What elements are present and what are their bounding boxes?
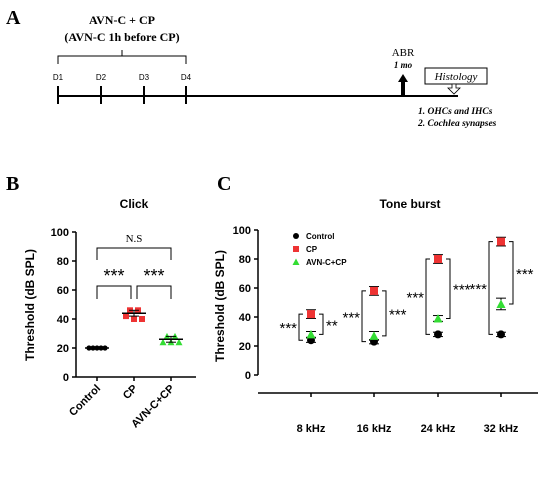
panel-b: B Click Threshold (dB SPL) 0 20 40 60 80 100 C… <box>6 173 196 431</box>
click-data-point-cp <box>139 316 145 322</box>
tone-significance-label-right: ** <box>326 317 338 334</box>
click-data-point-cp <box>131 316 137 322</box>
panel-c-letter: C <box>217 173 231 195</box>
click-data-point-avn <box>175 338 183 346</box>
tone-y-tick-label: 40 <box>239 312 251 324</box>
tone-significance-bracket-left <box>488 241 493 335</box>
abr-time-label: 1 mo <box>394 60 413 70</box>
tone-significance-label-right: *** <box>453 282 471 299</box>
tone-significance-label-right: *** <box>389 306 407 323</box>
tone-significance-bracket-left <box>298 313 303 341</box>
click-data-point-cp <box>123 313 129 320</box>
treatment-timing-label: (AVN-C 1h before CP) <box>64 30 179 44</box>
treatment-label: AVN-C + CP <box>89 13 155 27</box>
tone-y-tick-label: 100 <box>233 225 251 237</box>
panel-b-letter: B <box>6 173 19 195</box>
tone-significance-label-left: *** <box>279 320 297 337</box>
tone-legend-marker-avn <box>292 258 300 265</box>
click-y-tick-label: 0 <box>63 372 69 384</box>
outcome-1: 1. OHCs and IHCs <box>418 107 493 117</box>
tone-significance-label-left: *** <box>469 281 487 298</box>
tone-data-point-cp <box>434 255 442 263</box>
outcome-2: 2. Cochlea synapses <box>417 119 497 129</box>
tone-y-tick-label: 0 <box>245 370 251 382</box>
tone-x-tick-label: 16 kHz <box>357 423 392 435</box>
tone-legend-label: Control <box>306 232 334 241</box>
tone-y-tick-label: 80 <box>239 254 251 266</box>
click-y-tick-label: 100 <box>51 227 69 239</box>
tone-data-point-cp <box>307 310 315 319</box>
click-significance-bracket <box>136 285 172 299</box>
panel-c: C Tone burst Threshold (dB SPL) 0 20 40 60 8… <box>213 173 538 435</box>
tone-legend-marker-cp <box>293 246 299 252</box>
panel-a: A AVN-C + CP (AVN-C 1h before CP) D1 D2 D3… <box>6 7 497 129</box>
tone-x-tick-label: 32 kHz <box>484 423 519 435</box>
click-x-tick-label: CP <box>121 383 140 402</box>
tone-y-axis-label: Threshold (dB SPL) <box>213 250 227 362</box>
click-significance-bracket <box>96 285 132 299</box>
tone-data-point-control <box>434 330 442 339</box>
tone-data-point-avn <box>306 329 316 339</box>
tone-significance-label-left: *** <box>342 309 360 326</box>
tone-significance-bracket-left <box>361 290 366 343</box>
abr-label: ABR <box>392 47 415 59</box>
tone-significance-bracket-left <box>425 258 430 335</box>
click-significance-label: *** <box>143 266 164 286</box>
tone-significance-label-left: *** <box>406 290 424 307</box>
tone-data-point-cp <box>370 286 378 295</box>
day-label: D2 <box>96 73 107 82</box>
click-data-point-avn <box>159 338 167 346</box>
click-y-tick-label: 80 <box>57 256 69 268</box>
click-y-tick-label: 20 <box>57 343 69 355</box>
click-x-tick-label: Control <box>67 383 103 419</box>
tone-x-tick-label: 24 kHz <box>421 423 456 435</box>
tone-data-point-control <box>497 330 505 339</box>
tone-significance-bracket-right <box>446 258 451 319</box>
tone-data-point-avn <box>496 299 506 308</box>
tone-data-point-avn <box>369 331 379 340</box>
tone-legend-label: CP <box>306 245 318 254</box>
panel-a-letter: A <box>6 7 21 29</box>
day-label: D4 <box>181 73 192 82</box>
click-significance-label: *** <box>103 266 124 286</box>
day-label: D1 <box>53 73 64 82</box>
histology-callout: Histology <box>424 67 488 95</box>
click-y-tick-label: 40 <box>57 314 69 326</box>
tone-legend-label: AVN-C+CP <box>306 258 347 267</box>
click-y-axis-label: Threshold (dB SPL) <box>23 249 37 361</box>
click-y-tick-label: 60 <box>57 285 69 297</box>
day-label: D3 <box>139 73 150 82</box>
abr-arrow <box>398 74 408 96</box>
tone-significance-bracket-right <box>319 313 324 335</box>
tone-significance-bracket-right <box>382 290 387 337</box>
histology-label: Histology <box>434 71 478 83</box>
tone-x-tick-label: 8 kHz <box>297 423 326 435</box>
tone-legend-marker-control <box>293 233 299 239</box>
tone-data-point-avn <box>433 313 443 323</box>
treatment-bracket <box>57 50 187 64</box>
tone-y-tick-label: 60 <box>239 283 251 295</box>
tone-chart-title: Tone burst <box>379 197 440 211</box>
tone-y-tick-label: 20 <box>239 341 251 353</box>
tone-data-point-cp <box>497 237 505 246</box>
tone-significance-label-right: *** <box>516 266 534 283</box>
click-significance-label: N.S <box>126 233 143 245</box>
click-significance-bracket <box>96 247 172 260</box>
click-chart-title: Click <box>120 197 149 211</box>
tone-significance-bracket-right <box>509 241 514 305</box>
